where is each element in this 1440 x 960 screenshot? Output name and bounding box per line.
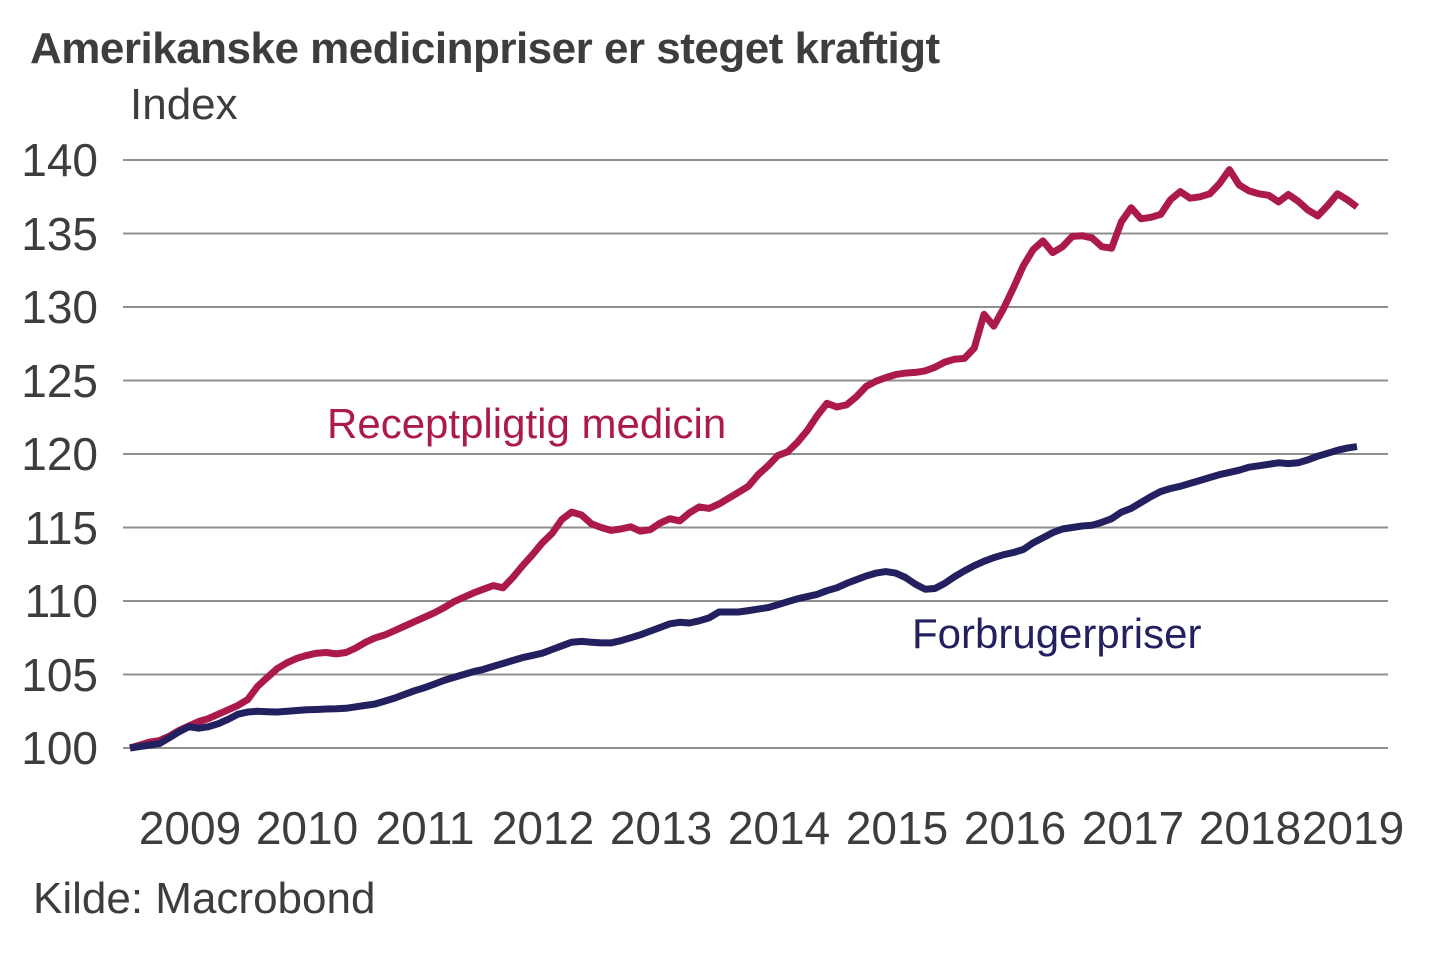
y-tick-label-115: 115	[24, 501, 98, 554]
x-tick-label-2015: 2015	[845, 802, 949, 854]
x-tick-label-2012: 2012	[491, 802, 595, 854]
x-tick-label-2017: 2017	[1081, 802, 1185, 854]
x-tick-label-2011: 2011	[375, 802, 475, 854]
y-tick-label-110: 110	[24, 575, 98, 627]
source-label: Kilde: Macrobond	[33, 874, 376, 923]
chart-title: Amerikanske medicinpriser er steget kraf…	[30, 24, 940, 73]
y-tick-label-140: 140	[21, 134, 98, 186]
y-tick-label-130: 130	[21, 281, 98, 333]
series-label-receptpligtig-medicin: Receptpligtig medicin	[327, 400, 727, 447]
x-tick-label-2009: 2009	[138, 802, 242, 854]
series-line-receptpligtig-medicin	[129, 166, 1360, 752]
x-tick-label-2013: 2013	[609, 802, 713, 854]
y-tick-label-100: 100	[21, 722, 98, 774]
y-tick-label-135: 135	[21, 207, 98, 260]
x-tick-label-2010: 2010	[255, 802, 359, 854]
x-tick-label-2014: 2014	[727, 802, 831, 854]
x-tick-label-2019: 2019	[1301, 802, 1405, 854]
series-line-forbrugerpriser	[129, 443, 1358, 752]
y-tick-label-125: 125	[21, 354, 98, 407]
x-tick-label-2018: 2018	[1198, 802, 1302, 854]
y-tick-label-105: 105	[21, 648, 98, 701]
y-tick-label-120: 120	[21, 428, 98, 480]
y-axis-unit-label: Index	[130, 80, 238, 129]
x-tick-label-2016: 2016	[963, 802, 1067, 854]
series-label-forbrugerpriser: Forbrugerpriser	[912, 610, 1202, 657]
